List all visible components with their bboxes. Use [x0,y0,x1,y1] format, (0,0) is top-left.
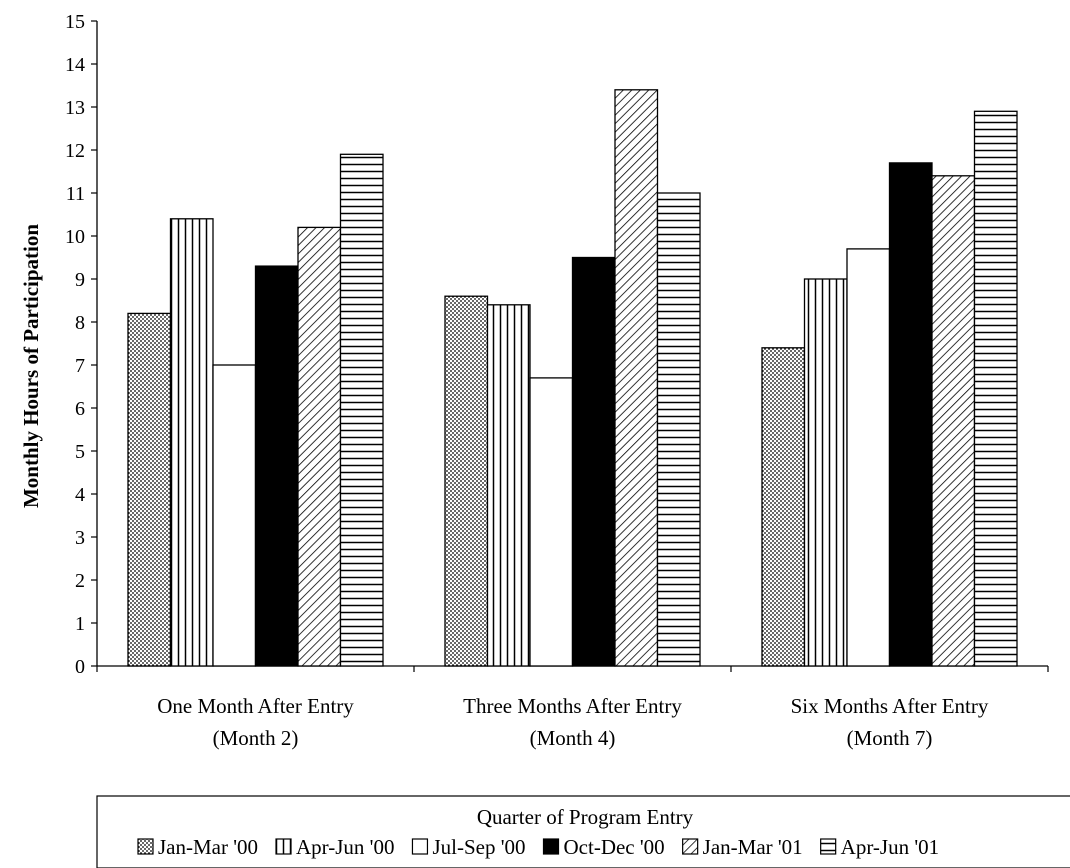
bar [761,347,806,667]
y-tick-label: 4 [75,484,85,506]
legend-items: Jan-Mar '00 Apr-Jun '00 Jul-Sep '00 Oct-Dec… [137,835,939,859]
y-tick-label: 12 [65,140,85,162]
bar [444,295,489,667]
legend-swatch [411,838,429,855]
y-tick-label: 0 [75,656,85,678]
y-tick-label: 6 [75,398,85,420]
x-category-label: (Month 4) [530,726,616,750]
legend-label: Oct-Dec '00 [564,835,665,859]
y-tick-label: 8 [75,312,85,334]
legend: Quarter of Program Entry Jan-Mar '00 Apr-… [96,795,1070,868]
bar [212,364,257,667]
bar [486,304,531,667]
bar [803,278,848,667]
legend-swatch [682,838,699,855]
legend-label: Apr-Jun '01 [841,835,939,859]
legend-label: Jan-Mar '01 [703,835,803,859]
bar [127,312,172,667]
bar [656,192,701,667]
bar [254,265,299,667]
legend-swatch [137,838,154,855]
legend-label: Apr-Jun '00 [296,835,394,859]
bar [529,377,574,667]
x-category-label: (Month 2) [213,726,299,750]
y-tick-label: 15 [65,11,85,33]
y-tick-label: 5 [75,441,85,463]
y-tick-label: 3 [75,527,85,549]
y-tick-label: 9 [75,269,85,291]
bar [888,162,933,667]
legend-swatch [542,838,560,855]
y-tick-label: 7 [75,355,85,377]
x-category-label: Six Months After Entry [791,694,989,718]
y-tick-label: 11 [66,183,85,205]
y-tick-label: 14 [65,54,85,76]
x-category-label: (Month 7) [847,726,933,750]
bar [931,175,976,667]
bar [339,153,384,667]
y-tick-label: 10 [65,226,85,248]
bar [169,218,214,667]
y-axis-title: Monthly Hours of Participation [19,224,43,508]
x-category-label: Three Months After Entry [463,694,682,718]
bar [297,226,342,667]
legend-box [96,795,1070,868]
bar [571,256,616,667]
y-tick-label: 1 [75,613,85,635]
legend-swatch [275,838,292,855]
bar [614,89,659,667]
x-category-label: One Month After Entry [157,694,354,718]
bars [127,89,1018,667]
legend-label: Jan-Mar '00 [158,835,258,859]
legend-title: Quarter of Program Entry [477,805,694,829]
bar [973,110,1018,667]
y-tick-label: 2 [75,570,85,592]
legend-swatch [820,838,837,855]
legend-label: Jul-Sep '00 [432,835,525,859]
bar [846,248,891,667]
y-tick-label: 13 [65,97,85,119]
